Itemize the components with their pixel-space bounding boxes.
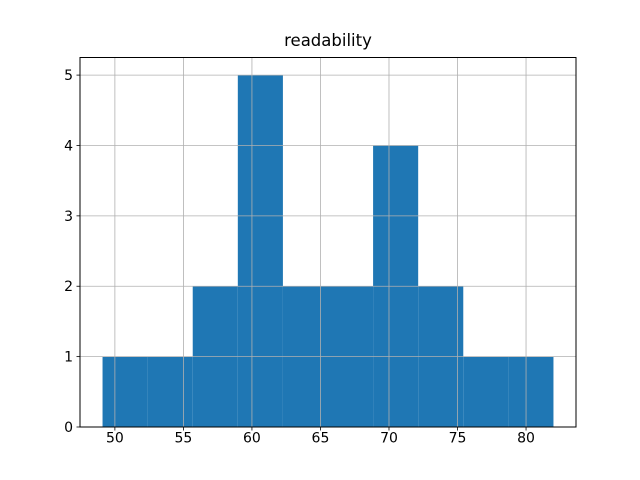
y-tick-label-5: 5: [64, 68, 73, 84]
axes-frame: [79, 57, 577, 428]
x-tick-label-50: 50: [106, 431, 124, 447]
y-tick-label-4: 4: [64, 138, 73, 154]
x-tick-label-75: 75: [449, 431, 467, 447]
histogram-bar-0: [102, 356, 148, 427]
x-tick-label-70: 70: [380, 431, 398, 447]
x-tick-label-80: 80: [517, 431, 535, 447]
y-tick-label-0: 0: [64, 420, 73, 436]
x-tick-label-65: 65: [312, 431, 330, 447]
histogram-bar-8: [463, 356, 509, 427]
histogram-bar-9: [508, 356, 554, 427]
y-tick-label-1: 1: [64, 350, 73, 366]
histogram-bar-3: [237, 75, 283, 427]
histogram-bar-1: [147, 356, 193, 427]
y-tick-label-3: 3: [64, 209, 73, 225]
x-tick-label-60: 60: [243, 431, 261, 447]
y-tick-label-2: 2: [64, 279, 73, 295]
x-tick-label-55: 55: [174, 431, 192, 447]
chart-title: readability: [284, 31, 372, 50]
